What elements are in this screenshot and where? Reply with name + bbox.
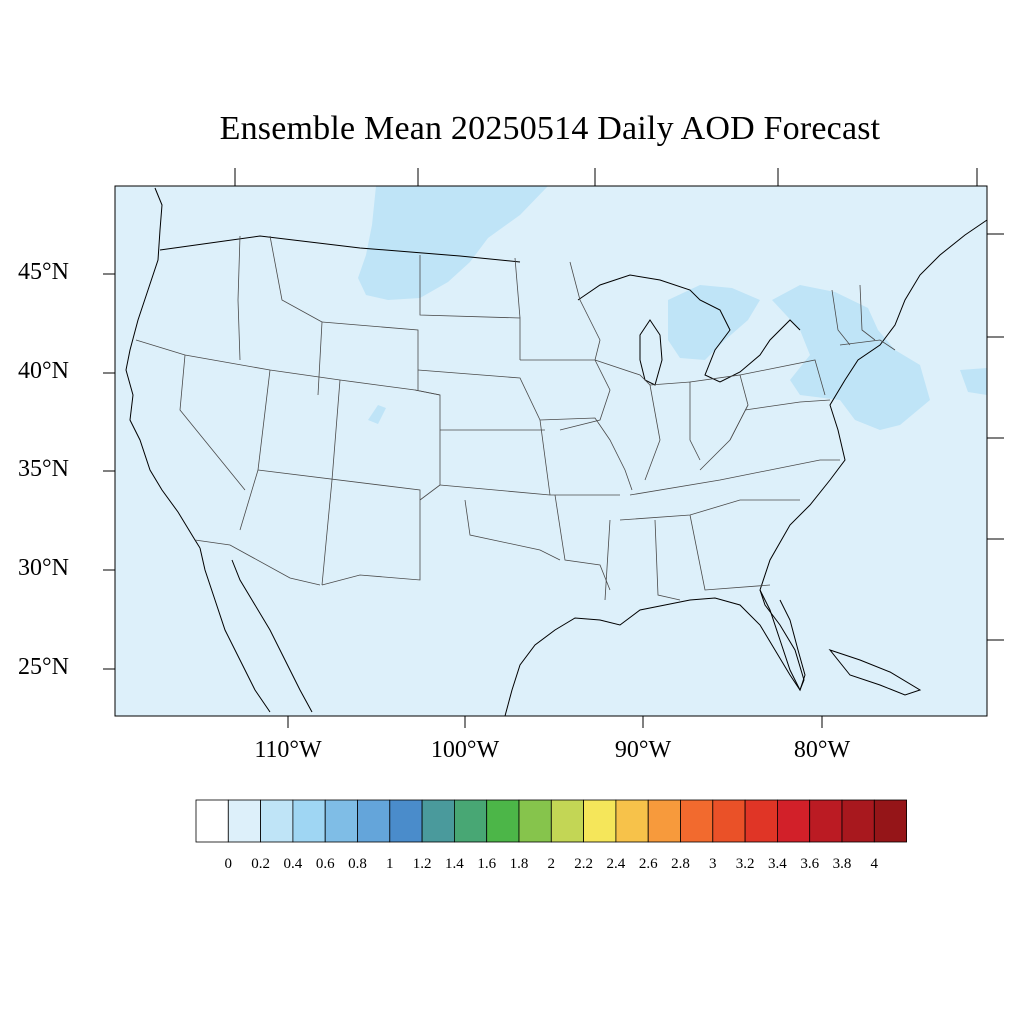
colorbar-label: 1.4 (445, 856, 464, 872)
mexico-gulf-coast (504, 589, 805, 717)
chart-title: Ensemble Mean 20250514 Daily AOD Forecas… (219, 110, 881, 147)
aod-patch-montana (358, 186, 548, 300)
aod-patch-atlantic (960, 368, 987, 395)
colorbar-label: 3 (709, 856, 717, 872)
colorbar-box (486, 799, 520, 843)
colorbar-box (324, 799, 358, 843)
lat-label-45n: 45°N (18, 259, 69, 285)
aod-patch-colorado (368, 405, 386, 424)
colorbar-box (518, 799, 552, 843)
colorbar-label: 1.6 (477, 856, 496, 872)
gulf-of-california (231, 559, 313, 713)
colorbar-box (873, 799, 907, 843)
colorbar-box (227, 799, 261, 843)
colorbar-box (712, 799, 746, 843)
axis-ticks (103, 168, 1004, 728)
colorbar-box (680, 799, 714, 843)
colorbar-label: 2.8 (671, 856, 690, 872)
colorbar-label: 3.6 (800, 856, 819, 872)
colorbar-box (841, 799, 875, 843)
lat-label-35n: 35°N (18, 456, 69, 482)
colorbar-label: 0.2 (251, 856, 270, 872)
colorbar-label: 0.8 (348, 856, 367, 872)
canada-border-line (159, 235, 521, 263)
colorbar-box (809, 799, 843, 843)
colorbar-box (260, 799, 294, 843)
pacific-coast (125, 187, 201, 549)
colorbar-box (195, 799, 229, 843)
aod-patch-northeast (772, 285, 930, 430)
colorbar-label: 2 (548, 856, 556, 872)
colorbar-box (550, 799, 584, 843)
aod-patch-great-lakes (668, 285, 760, 360)
aod-enhanced-areas (358, 186, 987, 430)
lon-label-90w: 90°W (614, 737, 672, 763)
colorbar-label: 1.2 (413, 856, 432, 872)
map-background (115, 186, 987, 716)
colorbar-box (421, 799, 455, 843)
colorbar-label: 3.8 (833, 856, 852, 872)
great-lakes-shore (577, 274, 801, 383)
atlantic-coast (759, 219, 988, 591)
lake-michigan (639, 319, 663, 386)
colorbar-box (615, 799, 649, 843)
colorbar-label: 1 (386, 856, 394, 872)
lat-label-25n: 25°N (18, 654, 69, 680)
colorbar-label: 2.4 (607, 856, 626, 872)
colorbar-label: 0.6 (316, 856, 335, 872)
baja-coast (199, 547, 271, 713)
colorbar-box (777, 799, 811, 843)
lat-label-30n: 30°N (18, 555, 69, 581)
colorbar-label: 0.4 (284, 856, 303, 872)
lon-label-100w: 100°W (430, 737, 500, 763)
state-boundaries (135, 235, 896, 601)
cuba (828, 648, 922, 696)
coastlines (125, 187, 988, 717)
colorbar-label: 2.2 (574, 856, 593, 872)
colorbar-label: 2.6 (639, 856, 658, 872)
colorbar-label: 3.2 (736, 856, 755, 872)
colorbar-label: 4 (871, 856, 879, 872)
colorbar-box (292, 799, 326, 843)
colorbar-box (647, 799, 681, 843)
colorbar-label: 0 (225, 856, 233, 872)
colorbar-label: 1.8 (510, 856, 529, 872)
florida (759, 589, 806, 692)
colorbar-box (583, 799, 617, 843)
map-frame (114, 185, 988, 717)
colorbar-box (453, 799, 488, 843)
colorbar-label: 3.4 (768, 856, 787, 872)
colorbar-box (744, 799, 778, 843)
colorbar-box (389, 799, 423, 843)
lat-label-40n: 40°N (18, 358, 69, 384)
lon-label-110w: 110°W (254, 737, 322, 763)
colorbar-box (357, 799, 391, 843)
lon-label-80w: 80°W (793, 737, 851, 763)
colorbar: 0 0.2 0.4 0.6 0.8 1 1.2 1.4 1.6 1.8 2 2.2 2.4 2.6 2.8 3… (195, 799, 907, 872)
